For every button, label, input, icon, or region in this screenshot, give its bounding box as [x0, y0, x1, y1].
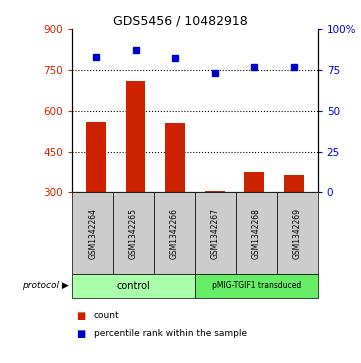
Text: GSM1342269: GSM1342269	[293, 208, 302, 259]
Text: control: control	[117, 281, 151, 291]
Text: pMIG-TGIF1 transduced: pMIG-TGIF1 transduced	[212, 281, 301, 290]
Text: count: count	[94, 311, 119, 320]
Bar	[284, 175, 304, 192]
Text: ■: ■	[76, 311, 85, 321]
Text: ■: ■	[76, 329, 85, 339]
Bar	[165, 123, 185, 192]
Text: GSM1342267: GSM1342267	[211, 208, 220, 259]
Bar	[205, 191, 225, 192]
Text: protocol ▶: protocol ▶	[22, 281, 69, 290]
Text: percentile rank within the sample: percentile rank within the sample	[94, 330, 247, 338]
Bar	[244, 172, 264, 192]
Bar	[86, 122, 106, 192]
Text: GSM1342264: GSM1342264	[88, 208, 97, 259]
Bar	[126, 81, 145, 192]
Text: GDS5456 / 10482918: GDS5456 / 10482918	[113, 15, 248, 28]
Text: GSM1342268: GSM1342268	[252, 208, 261, 259]
Text: GSM1342266: GSM1342266	[170, 208, 179, 259]
Text: GSM1342265: GSM1342265	[129, 208, 138, 259]
